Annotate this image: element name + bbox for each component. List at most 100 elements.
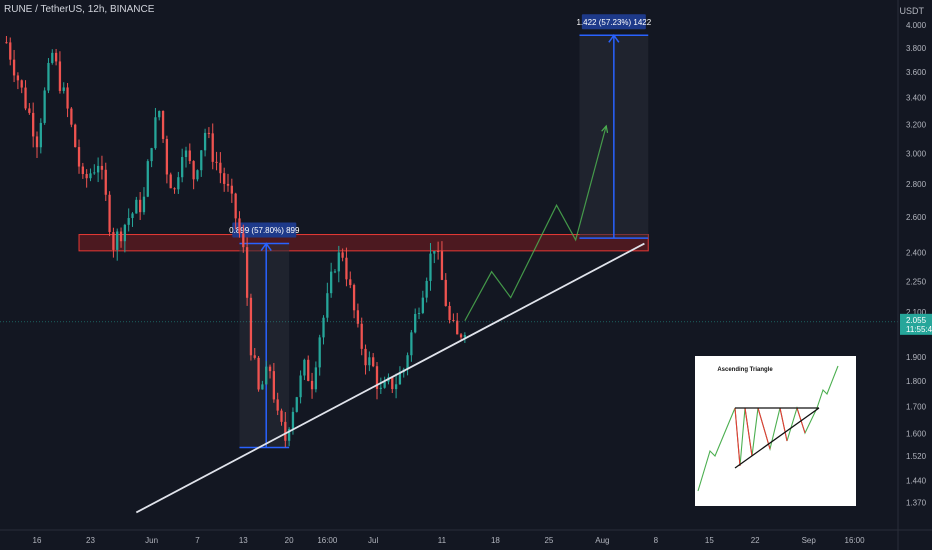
time-tick-label: 16:00 (317, 536, 338, 545)
candle-body (314, 367, 318, 390)
inset-price-down (757, 407, 771, 450)
candle-body (66, 87, 69, 109)
candle-body (318, 337, 321, 368)
candle-body (77, 147, 81, 167)
candle-body (131, 213, 134, 219)
symbol-title[interactable]: RUNE / TetherUS, 12h, BINANCE (4, 4, 155, 15)
candle-body (429, 253, 432, 281)
candle-body (230, 185, 233, 194)
candle-body (62, 87, 65, 91)
candle-body (265, 366, 268, 385)
candle-body (440, 251, 444, 280)
candle-body (406, 355, 409, 370)
price-tick-label: 1.370 (906, 498, 927, 507)
price-tick-label: 2.100 (906, 308, 927, 317)
candle-body (436, 250, 440, 252)
candle-body (5, 42, 8, 44)
time-tick-label: Jun (145, 536, 158, 545)
candle-body (138, 199, 142, 213)
candle-body (173, 188, 176, 190)
measure-layer: 0.899 (57.80%) 899 1.422 (57.23%) 1422 (229, 14, 652, 449)
candle-body (349, 279, 352, 286)
candle-body (463, 335, 467, 338)
price-tick-label: 3.400 (906, 94, 927, 103)
candle-body (383, 381, 386, 388)
candle-body (85, 174, 88, 179)
candle-body (177, 177, 180, 190)
candle-body (452, 320, 455, 322)
candle-body (127, 218, 130, 225)
candle-body (203, 132, 207, 151)
candle-body (291, 411, 295, 429)
candle-body (74, 124, 77, 148)
candle-body (307, 359, 310, 381)
candle-body (421, 297, 424, 313)
time-tick-label: 20 (285, 536, 294, 545)
candle-body (276, 399, 279, 411)
candle-body (89, 173, 92, 179)
candle-body (330, 271, 333, 294)
inset-breakout (816, 365, 839, 409)
time-tick-label: 16:00 (845, 536, 866, 545)
projection-arrow-head (601, 124, 609, 133)
candle-body (24, 87, 27, 109)
candle-body (417, 312, 421, 314)
candle-body (253, 355, 256, 358)
candle-body (32, 112, 35, 137)
candle-body (249, 297, 253, 356)
inset-support-line (734, 407, 820, 469)
candle-body (184, 150, 188, 158)
measure-left-label-box (232, 222, 297, 238)
price-tick-label: 3.200 (906, 121, 927, 130)
candle-body (108, 194, 111, 233)
candle-body (444, 279, 447, 306)
time-tick-label: 23 (86, 536, 95, 545)
resistance-zone-layer (78, 234, 649, 252)
candle-body (391, 377, 394, 390)
ascending-triangle-inset: Ascending Triangle (695, 356, 856, 506)
price-tick-label: 1.800 (906, 377, 927, 386)
candle-body (192, 161, 195, 180)
candle-body (51, 52, 54, 63)
candle-body (123, 224, 127, 242)
candle-body (142, 196, 146, 213)
time-axis: 16 23 Jun 7 13 20 16:00 Jul 11 18 25 Aug 8 15 22 Sep 16:… (0, 529, 932, 545)
candle-body (345, 257, 348, 280)
candle-body (35, 136, 39, 148)
candle-body (242, 233, 245, 248)
inset-price-down (779, 407, 788, 442)
candle-body (215, 161, 218, 163)
candle-body (116, 231, 119, 250)
candle-body (226, 183, 230, 186)
candle-body (234, 193, 237, 219)
price-tick-label: 4.000 (906, 21, 927, 30)
candle-body (368, 357, 371, 366)
last-price-value: 2.055 (906, 316, 927, 325)
candle-body (341, 252, 344, 258)
candle-body (379, 387, 382, 389)
candle-body (303, 359, 306, 376)
resistance-zone (78, 234, 649, 252)
time-tick-label: 15 (705, 536, 714, 545)
time-tick-label: 16 (33, 536, 42, 545)
price-tick-label: 2.800 (906, 180, 927, 189)
measure-left-label: 0.899 (57.80%) 899 (229, 226, 300, 235)
candle-body (96, 165, 100, 173)
candle-body (104, 169, 107, 195)
candle-body (165, 138, 169, 175)
candle-body (372, 357, 375, 367)
candle-body (12, 59, 16, 76)
candle-body (410, 332, 413, 356)
candle-body (81, 166, 84, 175)
candle-body (448, 305, 451, 321)
candle-body (268, 366, 272, 372)
candle-body (135, 199, 138, 214)
candle-body (158, 110, 161, 118)
candle-body (54, 52, 58, 62)
inset-price-down (734, 407, 741, 467)
price-tick-label: 1.600 (906, 429, 927, 438)
candle-body (20, 80, 23, 88)
price-tick-label: 3.800 (906, 44, 927, 53)
candle-body (39, 122, 42, 148)
